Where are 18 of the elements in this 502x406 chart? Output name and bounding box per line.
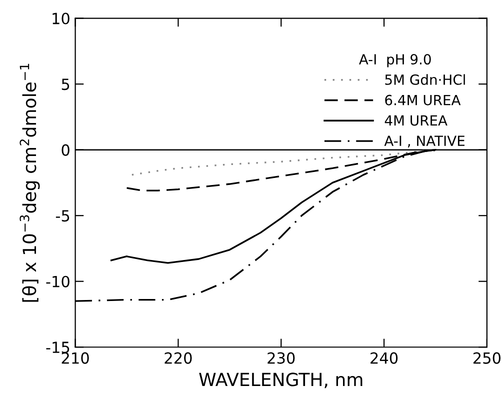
y-tick-label: 5: [62, 78, 70, 90]
x-axis-title: WAVELENGTH, nm: [199, 372, 362, 388]
legend-label: 5M Gdn·HCl: [385, 74, 465, 85]
x-tick-label: 240: [370, 352, 398, 364]
x-tick-label: 220: [164, 352, 192, 364]
y-tick-label: -10: [46, 276, 70, 288]
legend-label: A-I , NATIVE: [384, 136, 464, 148]
y-tick-label: -15: [46, 342, 70, 354]
x-tick-label: 250: [473, 352, 501, 364]
y-tick-label: 10: [52, 12, 70, 24]
y-axis-title: [θ] x 10$^{−3}$deg cm$^{2}$dmole$^{−1}$: [20, 64, 40, 302]
y-tick-label: -5: [56, 210, 70, 222]
legend-label: 6.4M UREA: [385, 94, 461, 106]
y-tick-label: 0: [62, 144, 70, 156]
x-tick-label: 230: [268, 352, 295, 364]
legend-label: 4M UREA: [384, 115, 448, 126]
x-tick-label: 210: [62, 352, 89, 364]
legend-title: A-I pH 9.0: [358, 54, 431, 68]
